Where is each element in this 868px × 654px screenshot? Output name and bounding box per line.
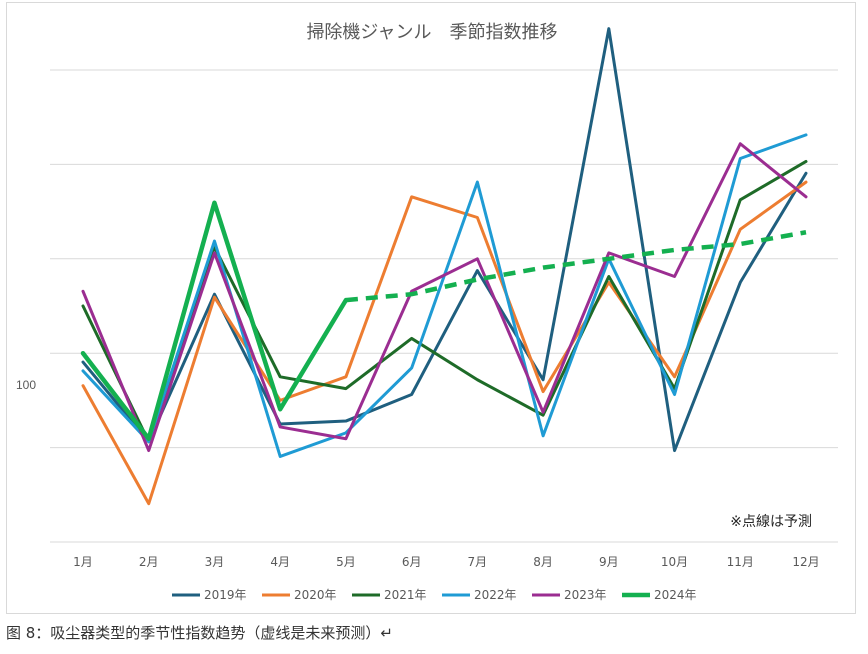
y-tick-label: 100	[16, 378, 36, 392]
legend-label: 2022年	[474, 588, 517, 602]
series-line-forecast	[345, 230, 807, 303]
series-line	[81, 133, 808, 458]
series-line	[81, 27, 808, 453]
x-tick-label: 1月	[73, 555, 93, 569]
legend-label: 2023年	[564, 588, 607, 602]
legend-label: 2019年	[204, 588, 247, 602]
x-tick-label: 11月	[727, 555, 754, 569]
legend-label: 2021年	[384, 588, 427, 602]
x-tick-label: 8月	[533, 555, 553, 569]
legend-label: 2020年	[294, 588, 337, 602]
x-tick-label: 4月	[270, 555, 290, 569]
x-tick-label: 2月	[139, 555, 159, 569]
chart-frame	[6, 2, 856, 614]
x-tick-label: 7月	[468, 555, 488, 569]
gridlines	[50, 69, 838, 543]
legend: 2019年 2020年 2021年 2022年 2023年 2024年	[172, 588, 697, 602]
x-axis-ticks: 1月 2月 3月 4月 5月 6月 7月 8月 9月 10月 11月 12月	[73, 555, 819, 569]
series-lines	[80, 27, 808, 506]
figure-caption: 图 8：吸尘器类型的季节性指数趋势（虚线是未来预测）↵	[6, 624, 393, 642]
x-tick-label: 9月	[599, 555, 619, 569]
legend-label: 2024年	[654, 588, 697, 602]
x-tick-label: 5月	[336, 555, 356, 569]
series-line	[81, 142, 808, 453]
series-line	[81, 159, 808, 444]
x-tick-label: 12月	[792, 555, 819, 569]
forecast-annotation: ※点線は予測	[730, 514, 812, 530]
chart-title: 掃除機ジャンル 季節指数推移	[306, 22, 557, 42]
x-tick-label: 6月	[402, 555, 422, 569]
x-tick-label: 3月	[205, 555, 225, 569]
x-tick-label: 10月	[661, 555, 688, 569]
series-line-actual	[80, 200, 349, 441]
